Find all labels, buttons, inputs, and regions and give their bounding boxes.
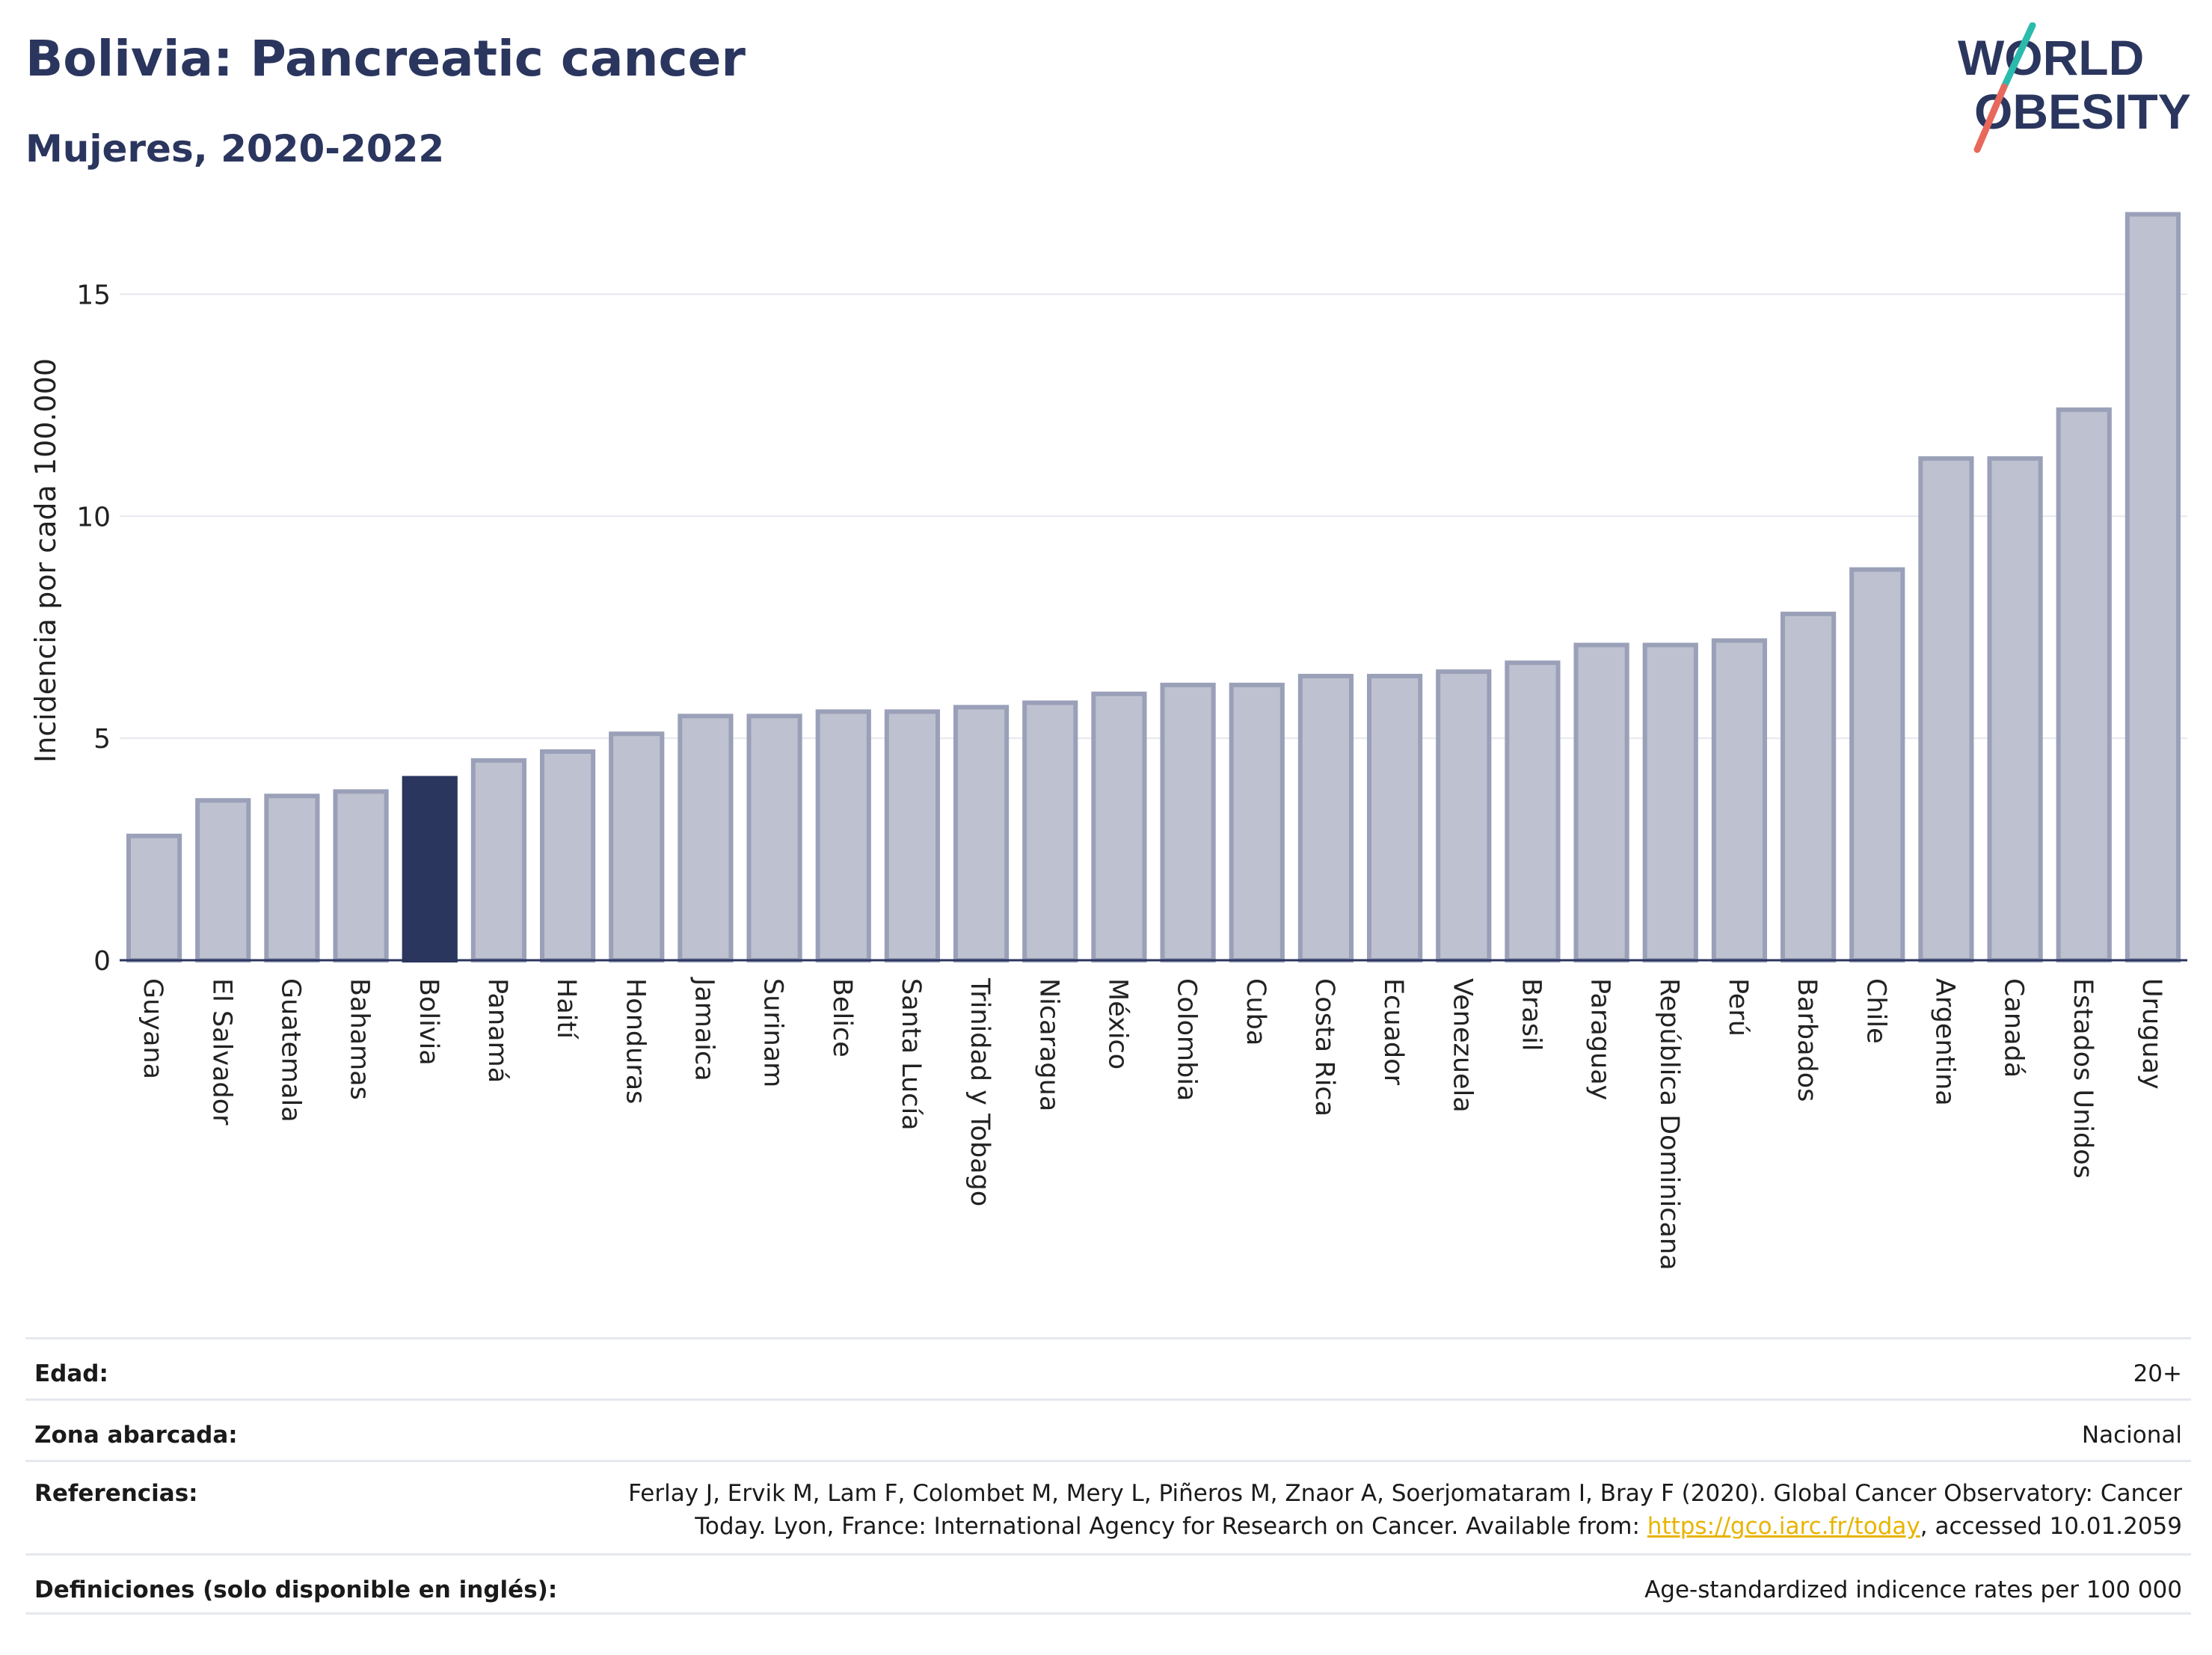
chart-footer: Edad: 20+ Zona abarcada: Nacional Refere… bbox=[25, 1337, 2191, 1615]
x-tick-label: Venezuela bbox=[1447, 978, 1477, 1113]
x-tick-label: Estados Unidos bbox=[2068, 978, 2098, 1179]
footer-value-age: 20+ bbox=[2133, 1360, 2182, 1387]
chart-title: Bolivia: Pancreatic cancer bbox=[25, 30, 746, 87]
footer-row-references: Referencias: Ferlay J, Ervik M, Lam F, C… bbox=[25, 1460, 2191, 1553]
bar-surinam bbox=[746, 713, 802, 962]
bar-costa-rica bbox=[1297, 674, 1354, 962]
bar-bolivia bbox=[402, 776, 458, 962]
bar-ecuador bbox=[1366, 674, 1423, 962]
bar-méxico bbox=[1091, 691, 1147, 962]
footer-label-area: Zona abarcada: bbox=[34, 1422, 238, 1449]
bar-argentina bbox=[1918, 456, 1974, 962]
x-tick-label: Perú bbox=[1723, 978, 1753, 1037]
x-tick-label: Argentina bbox=[1929, 978, 1959, 1106]
logo-word-obesity: OBESITY bbox=[1974, 84, 2191, 139]
logo-slash-bottom bbox=[1973, 83, 2008, 153]
bar-república-dominicana bbox=[1642, 642, 1698, 962]
x-tick-label: Panamá bbox=[482, 978, 512, 1083]
footer-label-age: Edad: bbox=[34, 1360, 108, 1387]
bar-uruguay bbox=[2125, 212, 2181, 962]
bar-cuba bbox=[1229, 682, 1285, 962]
x-tick-label: Uruguay bbox=[2136, 978, 2166, 1090]
x-tick-label: Colombia bbox=[1172, 978, 1202, 1101]
x-tick-label: Honduras bbox=[620, 978, 650, 1104]
footer-row-definitions: Definiciones (solo disponible en inglés)… bbox=[25, 1553, 2191, 1615]
x-tick-label: México bbox=[1102, 978, 1132, 1069]
bar-paraguay bbox=[1573, 642, 1629, 962]
x-tick-label: Guyana bbox=[138, 978, 168, 1079]
y-tick-label: 10 bbox=[76, 502, 111, 532]
x-tick-label: Cuba bbox=[1241, 978, 1271, 1045]
x-tick-label: República Dominicana bbox=[1654, 978, 1684, 1271]
footer-label-definitions: Definiciones (solo disponible en inglés)… bbox=[34, 1576, 558, 1603]
bar-trinidad-y-tobago bbox=[953, 704, 1010, 963]
x-tick-label: Belice bbox=[827, 978, 857, 1057]
bar-chart: 0 5 10 15 Incidencia por cada 100.000 Guyana E… bbox=[29, 212, 2187, 1271]
x-tick-label: Costa Rica bbox=[1309, 978, 1339, 1117]
bar-nicaragua bbox=[1022, 700, 1078, 962]
bar-honduras bbox=[609, 731, 665, 962]
bar-santa-lucía bbox=[884, 709, 941, 963]
footer-value-area: Nacional bbox=[2081, 1422, 2182, 1449]
bar-barbados bbox=[1780, 611, 1837, 962]
x-tick-label: Jamaica bbox=[689, 977, 719, 1081]
x-tick-label: Bolivia bbox=[414, 978, 443, 1066]
bar-perú bbox=[1711, 638, 1768, 962]
world-obesity-logo: WORLD OBESITY bbox=[1958, 22, 2191, 153]
reference-line-1: Ferlay J, Ervik M, Lam F, Colombet M, Me… bbox=[628, 1480, 2182, 1507]
x-tick-label: Barbados bbox=[1792, 978, 1822, 1102]
x-tick-label: Guatemala bbox=[275, 978, 305, 1123]
bar-el-salvador bbox=[195, 798, 251, 962]
x-tick-label: Canadá bbox=[1999, 978, 2029, 1078]
logo-word-world: WORLD bbox=[1958, 30, 2144, 85]
x-tick-label: El Salvador bbox=[206, 978, 236, 1126]
bar-estados-unidos bbox=[2056, 407, 2112, 962]
bar-canadá bbox=[1987, 456, 2043, 962]
reference-line-2-end: , accessed 10.01.2059 bbox=[1920, 1513, 2182, 1540]
y-tick-label: 0 bbox=[93, 946, 111, 977]
bar-guatemala bbox=[264, 793, 320, 962]
bar-belice bbox=[815, 709, 871, 963]
bar-bahamas bbox=[333, 789, 389, 962]
x-tick-label: Ecuador bbox=[1378, 978, 1408, 1086]
reference-line-2-start: Today. Lyon, France: International Agenc… bbox=[695, 1513, 1647, 1540]
footer-label-references: Referencias: bbox=[34, 1480, 198, 1507]
x-tick-label: Santa Lucía bbox=[896, 978, 926, 1131]
bar-colombia bbox=[1160, 682, 1216, 962]
x-tick-label: Haití bbox=[551, 978, 581, 1040]
bar-brasil bbox=[1505, 660, 1561, 962]
footer-value-references: Ferlay J, Ervik M, Lam F, Colombet M, Me… bbox=[628, 1477, 2182, 1543]
chart-subtitle: Mujeres, 2020-2022 bbox=[25, 127, 445, 171]
x-tick-label: Bahamas bbox=[345, 978, 375, 1100]
y-tick-label: 15 bbox=[76, 280, 111, 310]
footer-row-area: Zona abarcada: Nacional bbox=[25, 1398, 2191, 1460]
bar-venezuela bbox=[1436, 669, 1492, 962]
y-tick-label: 5 bbox=[93, 724, 111, 755]
bar-chile bbox=[1849, 567, 1905, 962]
x-tick-label: Paraguay bbox=[1585, 978, 1615, 1100]
x-tick-label: Surinam bbox=[758, 978, 788, 1087]
x-tick-label: Brasil bbox=[1516, 978, 1546, 1051]
x-tick-label: Trinidad y Tobago bbox=[965, 977, 995, 1206]
logo-slash-top bbox=[2000, 22, 2036, 90]
x-tick-label: Chile bbox=[1861, 978, 1890, 1044]
footer-value-definitions: Age-standardized indicence rates per 100… bbox=[1644, 1576, 2182, 1603]
bar-jamaica bbox=[678, 713, 734, 962]
footer-row-age: Edad: 20+ bbox=[25, 1337, 2191, 1398]
bar-guyana bbox=[126, 833, 182, 963]
reference-link[interactable]: https://gco.iarc.fr/today bbox=[1647, 1513, 1920, 1540]
x-tick-label: Nicaragua bbox=[1033, 978, 1063, 1111]
y-axis-title: Incidencia por cada 100.000 bbox=[29, 358, 62, 763]
bar-haití bbox=[539, 749, 596, 962]
bar-panamá bbox=[470, 758, 527, 962]
